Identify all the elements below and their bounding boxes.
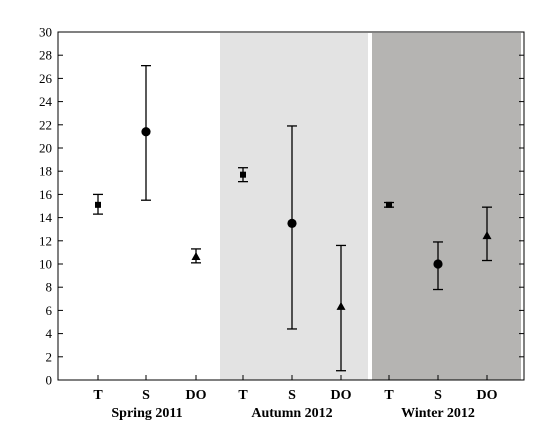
xtick-label-s: S — [288, 388, 296, 403]
group-label-1: Autumn 2012 — [251, 406, 332, 421]
point-triangle-1 — [336, 301, 346, 310]
ytick-label-26: 26 — [39, 71, 53, 86]
ytick-label-10: 10 — [39, 257, 52, 272]
point-triangle-0 — [191, 252, 201, 261]
xtick-label-s: S — [434, 388, 442, 403]
xtick-label-do: DO — [331, 388, 352, 403]
plot-border — [57, 31, 525, 381]
ytick-label-16: 16 — [39, 187, 53, 202]
point-triangle-2 — [482, 231, 492, 240]
group-label-2: Winter 2012 — [401, 406, 475, 421]
ytick-label-4: 4 — [46, 326, 53, 341]
xtick-label-do: DO — [477, 388, 498, 403]
ytick-label-2: 2 — [46, 349, 53, 364]
point-circle-2 — [433, 259, 443, 269]
xtick-label-t: T — [93, 388, 103, 403]
xtick-label-s: S — [142, 388, 150, 403]
ytick-label-8: 8 — [46, 280, 53, 295]
point-square-1 — [240, 171, 246, 178]
group-panel-1 — [220, 33, 368, 380]
group-panel-0 — [66, 33, 217, 380]
ytick-label-12: 12 — [39, 233, 52, 248]
ytick-label-30: 30 — [39, 25, 52, 40]
point-square-2 — [386, 201, 392, 208]
xtick-label-do: DO — [186, 388, 207, 403]
ytick-label-14: 14 — [39, 210, 53, 225]
ytick-label-22: 22 — [39, 117, 52, 132]
ytick-label-6: 6 — [46, 303, 53, 318]
point-circle-0 — [141, 127, 151, 137]
xtick-label-t: T — [238, 388, 248, 403]
ytick-label-24: 24 — [39, 94, 53, 109]
point-square-0 — [95, 201, 101, 208]
ytick-label-0: 0 — [46, 373, 53, 388]
ytick-label-18: 18 — [39, 164, 52, 179]
group-label-0: Spring 2011 — [111, 406, 182, 421]
xtick-label-t: T — [384, 388, 394, 403]
group-panel-2 — [372, 33, 521, 380]
ytick-label-20: 20 — [39, 141, 52, 156]
ytick-label-28: 28 — [39, 48, 52, 63]
point-circle-1 — [287, 218, 297, 228]
